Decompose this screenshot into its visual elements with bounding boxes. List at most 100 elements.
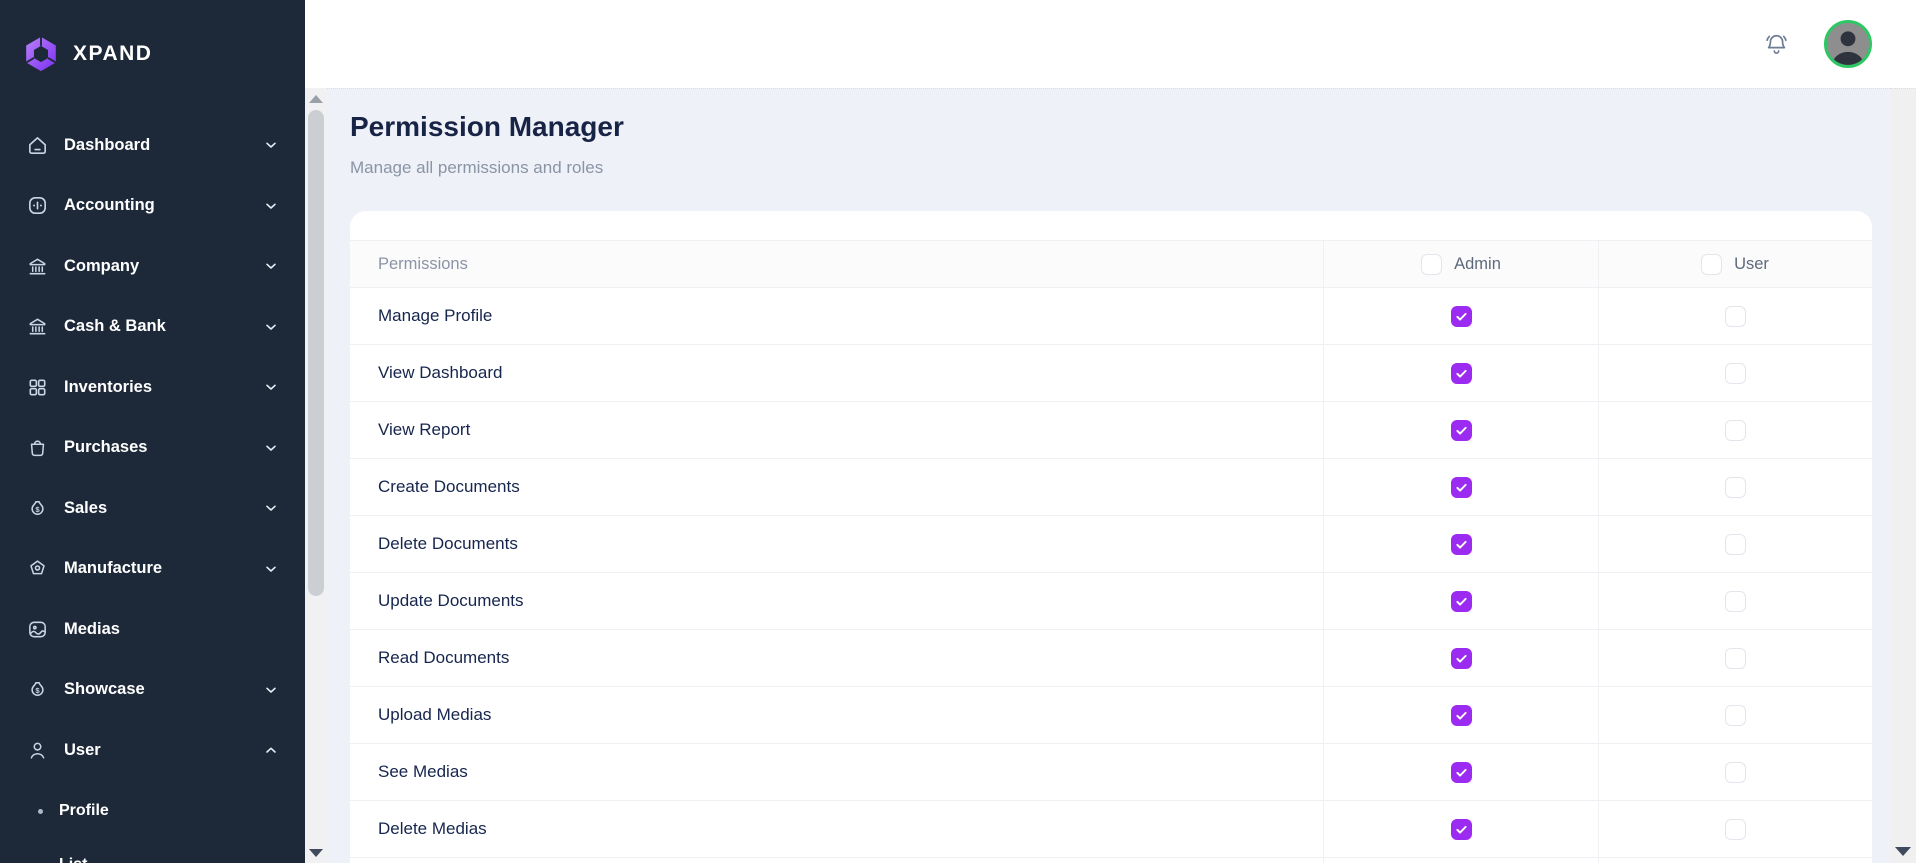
sidebar-item-purchases[interactable]: Purchases [14, 424, 291, 472]
page-subtitle: Manage all permissions and roles [350, 158, 604, 177]
sidebar-item-label: User [64, 740, 101, 759]
table-row: Update Documents [350, 573, 1872, 630]
bell-icon[interactable] [1763, 31, 1790, 58]
permissions-table: Permissions Admin User Manage Profile Vi… [350, 240, 1872, 863]
table-row: View Dashboard [350, 345, 1872, 402]
admin-checkbox[interactable] [1450, 419, 1472, 441]
admin-checkbox[interactable] [1450, 476, 1472, 498]
sidebar-item-inventories[interactable]: Inventories [14, 363, 291, 411]
table-row: See Medias [350, 744, 1872, 801]
admin-checkbox[interactable] [1450, 590, 1472, 612]
permission-label: View Report [378, 420, 471, 439]
permission-label: Manage Profile [378, 306, 493, 325]
brand-logo[interactable]: XPAND [0, 0, 305, 88]
bank-icon [26, 255, 49, 278]
permission-label: Upload Medias [378, 705, 492, 724]
user-checkbox[interactable] [1724, 704, 1746, 726]
sidebar-subitem-profile[interactable]: Profile [0, 789, 305, 833]
sidebar-item-dashboard[interactable]: Dashboard [14, 121, 291, 169]
sidebar-item-company[interactable]: Company [14, 242, 291, 290]
user-checkbox[interactable] [1724, 533, 1746, 555]
user-checkbox[interactable] [1724, 647, 1746, 669]
user-checkbox[interactable] [1724, 419, 1746, 441]
money-bag-icon: $ [26, 678, 49, 701]
sidebar-item-label: Manufacture [64, 559, 163, 577]
user-column-label: User [1734, 254, 1769, 273]
hexagon-logo-icon [25, 36, 57, 72]
sidebar-item-cash-bank[interactable]: Cash & Bank [14, 303, 291, 351]
scroll-down-arrow-icon[interactable] [309, 849, 323, 857]
sidebar-nav: Dashboard Accounting Company Cash & Bank [0, 88, 305, 863]
sidebar-item-manufacture[interactable]: Manufacture [14, 545, 291, 593]
sidebar-item-showcase[interactable]: $ Showcase [14, 666, 291, 714]
user-checkbox[interactable] [1724, 305, 1746, 327]
scroll-down-arrow-icon[interactable] [1895, 847, 1911, 856]
sidebar-item-label: Dashboard [64, 135, 151, 154]
chevron-up-icon [266, 747, 276, 753]
permission-label: Read Documents [378, 648, 510, 667]
scrollbar-thumb[interactable] [308, 110, 324, 596]
bank-icon [26, 315, 49, 338]
permissions-card: Permissions Admin User Manage Profile Vi… [350, 211, 1872, 863]
table-row [350, 858, 1872, 863]
chevron-down-icon [266, 566, 276, 572]
chevron-down-icon [266, 324, 276, 330]
scroll-up-arrow-icon[interactable] [309, 95, 323, 103]
user-checkbox[interactable] [1724, 590, 1746, 612]
chevron-down-icon [266, 263, 276, 269]
admin-checkbox[interactable] [1450, 704, 1472, 726]
chevron-down-icon [266, 445, 276, 451]
bullet-icon [38, 808, 43, 814]
factory-icon [26, 557, 49, 580]
permission-label: Delete Documents [378, 534, 518, 553]
sidebar: XPAND Dashboard Accounting Company [0, 0, 305, 863]
sidebar-subitem-label: Profile [59, 802, 109, 819]
sidebar-subitem-label: List [59, 856, 87, 863]
user-checkbox[interactable] [1724, 818, 1746, 840]
meter-icon [26, 194, 49, 217]
user-checkbox[interactable] [1724, 362, 1746, 384]
admin-column-header: Admin [1323, 241, 1598, 287]
user-checkbox[interactable] [1724, 761, 1746, 783]
content-scrollbar[interactable] [305, 88, 327, 863]
user-icon [26, 739, 49, 762]
page-scrollbar[interactable] [1890, 88, 1916, 863]
admin-checkbox[interactable] [1450, 761, 1472, 783]
sidebar-item-label: Company [64, 256, 140, 275]
permission-label: Create Documents [378, 477, 520, 496]
sidebar-item-sales[interactable]: $ Sales [14, 484, 291, 532]
chevron-down-icon [266, 142, 276, 148]
user-column-header: User [1598, 241, 1871, 287]
grid-icon [26, 376, 49, 399]
sidebar-item-user[interactable]: User [14, 726, 291, 774]
user-submenu: Profile List [0, 789, 305, 863]
table-row: Delete Documents [350, 516, 1872, 573]
admin-checkbox[interactable] [1450, 647, 1472, 669]
user-select-all-checkbox[interactable] [1701, 253, 1723, 275]
table-row: View Report [350, 402, 1872, 459]
chevron-down-icon [266, 203, 276, 209]
table-row: Upload Medias [350, 687, 1872, 744]
permission-label: Update Documents [378, 591, 524, 610]
admin-checkbox[interactable] [1450, 818, 1472, 840]
table-row: Delete Medias [350, 801, 1872, 858]
sidebar-item-label: Sales [64, 498, 108, 517]
table-header-row: Permissions Admin User [350, 240, 1872, 288]
avatar[interactable] [1824, 20, 1872, 68]
brand-name: XPAND [73, 42, 153, 65]
main-content: Permission Manager Manage all permission… [327, 88, 1890, 863]
sidebar-item-label: Medias [64, 619, 120, 638]
sidebar-subitem-list[interactable]: List [0, 843, 305, 863]
sidebar-item-label: Inventories [64, 377, 153, 396]
permissions-column-header: Permissions [378, 254, 468, 273]
admin-checkbox[interactable] [1450, 362, 1472, 384]
table-row: Manage Profile [350, 288, 1872, 345]
money-bag-icon: $ [26, 497, 49, 520]
sidebar-item-accounting[interactable]: Accounting [14, 182, 291, 230]
admin-checkbox[interactable] [1450, 305, 1472, 327]
sidebar-item-medias[interactable]: Medias [14, 605, 291, 653]
admin-select-all-checkbox[interactable] [1421, 253, 1443, 275]
table-row: Create Documents [350, 459, 1872, 516]
admin-checkbox[interactable] [1450, 533, 1472, 555]
user-checkbox[interactable] [1724, 476, 1746, 498]
